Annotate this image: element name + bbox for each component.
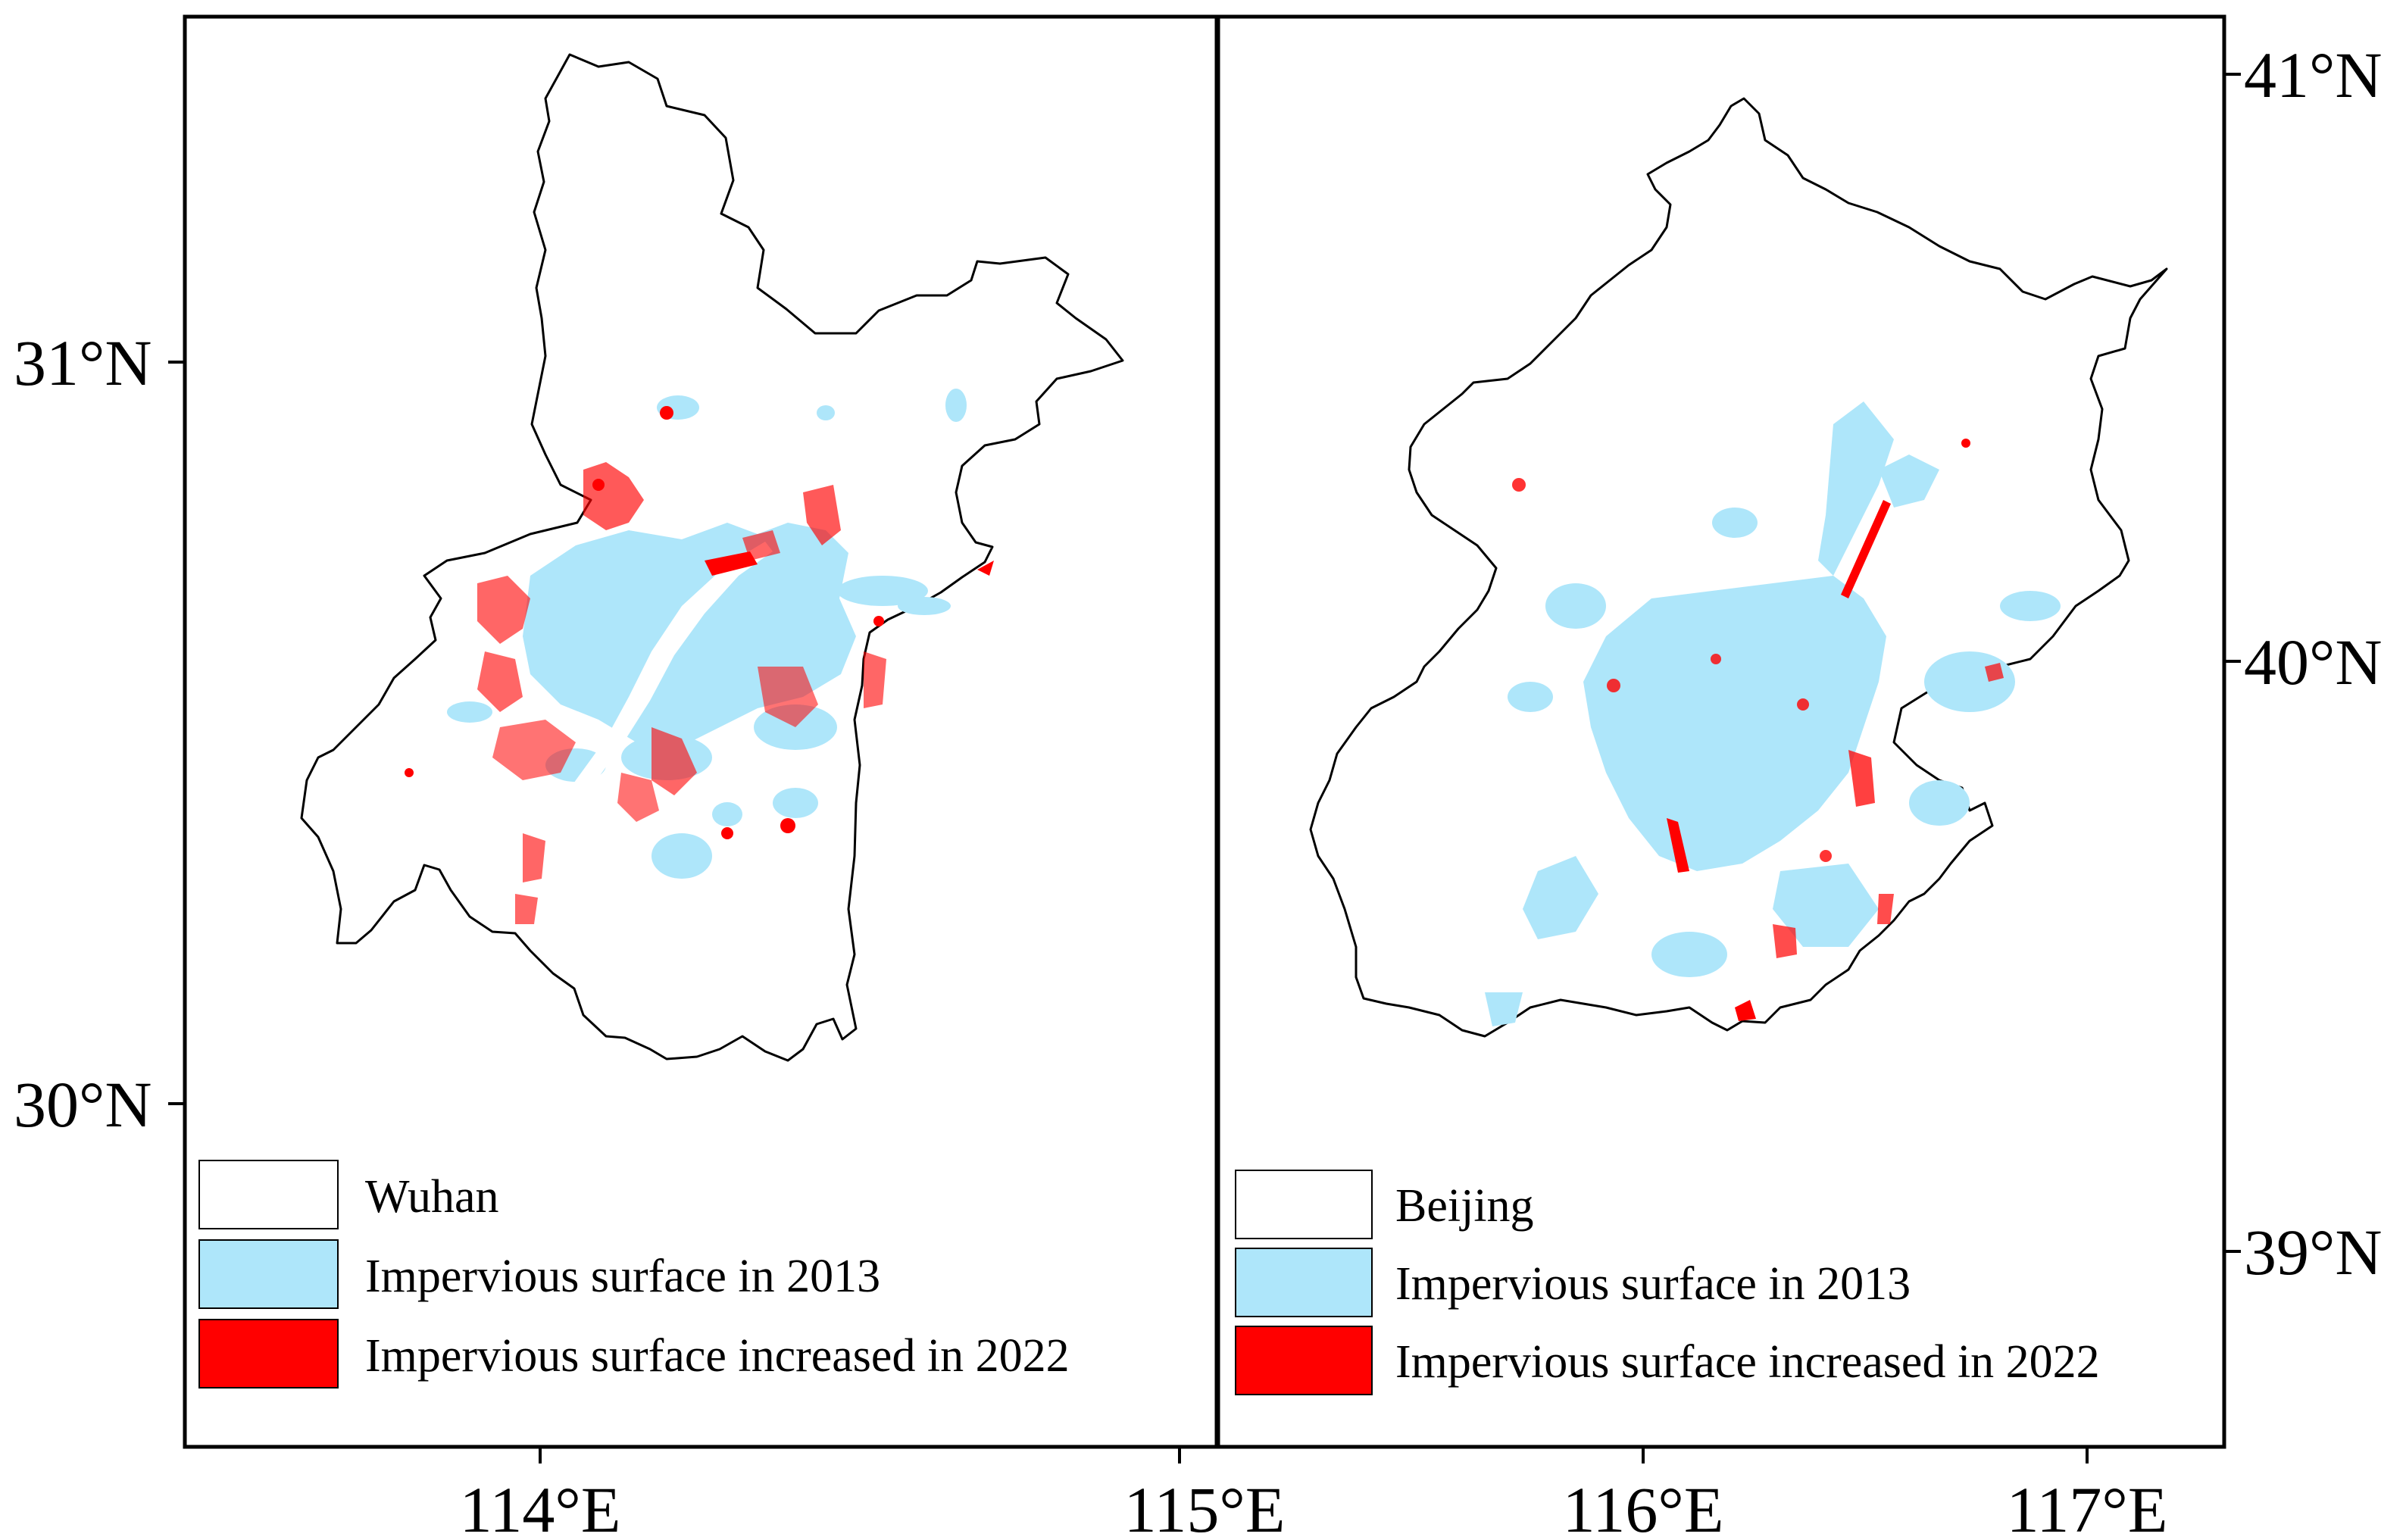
beijing-legend-swatch-2013	[1235, 1248, 1373, 1317]
wuhan-impervious-2022	[405, 406, 994, 924]
wuhan-legend: Wuhan Impervious surface in 2013 Impervi…	[198, 1160, 1070, 1388]
beijing-legend-swatch-2022	[1235, 1326, 1373, 1395]
wuhan-lon-label-2: 115°E	[1124, 1473, 1286, 1540]
wuhan-legend-item-boundary: Wuhan	[198, 1160, 499, 1229]
beijing-legend-item-2013: Impervious surface in 2013	[1235, 1248, 1911, 1317]
wuhan-legend-label-boundary: Wuhan	[365, 1171, 499, 1223]
wuhan-lon-label-1: 114°E	[460, 1473, 621, 1540]
wuhan-legend-swatch-2013	[198, 1239, 339, 1309]
wuhan-legend-item-2022: Impervious surface increased in 2022	[198, 1319, 1070, 1388]
beijing-lon-label-2: 117°E	[2007, 1473, 2168, 1540]
beijing-legend: Beijing Impervious surface in 2013 Imper…	[1235, 1170, 2100, 1395]
wuhan-legend-item-2013: Impervious surface in 2013	[198, 1239, 880, 1309]
beijing-lat-label-3: 39°N	[2244, 1216, 2383, 1289]
beijing-legend-label-boundary: Beijing	[1395, 1180, 1534, 1232]
wuhan-lat-label-1: 31°N	[14, 326, 152, 399]
wuhan-legend-swatch-boundary	[198, 1160, 339, 1229]
wuhan-lat-label-2: 30°N	[14, 1068, 152, 1141]
wuhan-river	[545, 542, 773, 829]
beijing-legend-label-2013: Impervious surface in 2013	[1395, 1258, 1911, 1310]
wuhan-lon-axis: 114°E 115°E	[460, 1447, 1286, 1540]
beijing-legend-swatch-boundary	[1235, 1170, 1373, 1239]
beijing-lat-label-2: 40°N	[2244, 626, 2383, 698]
beijing-lon-axis: 116°E 117°E	[1563, 1447, 2168, 1540]
beijing-lat-label-1: 41°N	[2244, 39, 2383, 111]
beijing-lat-axis: 41°N 40°N 39°N	[2224, 39, 2383, 1289]
beijing-legend-label-2022: Impervious surface increased in 2022	[1395, 1336, 2100, 1388]
beijing-impervious-2022	[1512, 439, 2004, 1021]
wuhan-map-panel: Wuhan Impervious surface in 2013 Impervi…	[14, 14, 1286, 1540]
beijing-lon-label-1: 116°E	[1563, 1473, 1724, 1540]
wuhan-legend-swatch-2022	[198, 1319, 339, 1388]
beijing-map-panel: Beijing Impervious surface in 2013 Imper…	[1216, 14, 2383, 1540]
beijing-legend-item-2022: Impervious surface increased in 2022	[1235, 1326, 2100, 1395]
wuhan-legend-label-2013: Impervious surface in 2013	[365, 1251, 880, 1302]
beijing-impervious-2013	[1485, 401, 2061, 1026]
wuhan-legend-label-2022: Impervious surface increased in 2022	[365, 1330, 1070, 1382]
wuhan-lat-axis: 31°N 30°N	[14, 326, 185, 1141]
beijing-legend-item-boundary: Beijing	[1235, 1170, 1534, 1239]
